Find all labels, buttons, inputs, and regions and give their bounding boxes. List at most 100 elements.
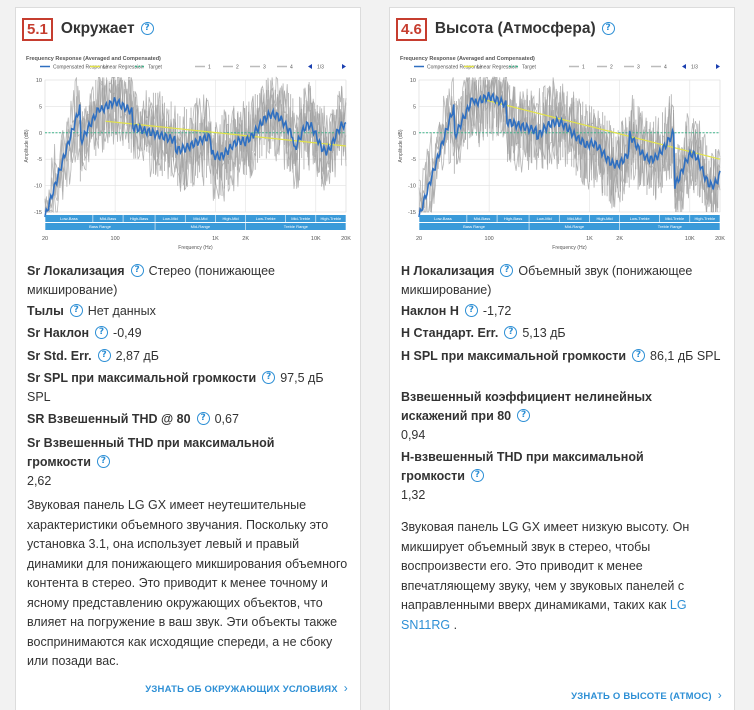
band-cell: [93, 215, 123, 222]
y-tick-label: -5: [411, 157, 416, 163]
field-value: 1,32: [401, 488, 426, 502]
help-icon[interactable]: ?: [262, 371, 276, 385]
band-cell: [45, 223, 155, 230]
band-label: Mid-Range: [565, 224, 585, 229]
x-tick-label: 10K: [685, 236, 695, 242]
band-label: Mid-Mid: [567, 216, 581, 221]
band-cell: [285, 215, 316, 222]
band-label: High-Treble: [695, 216, 717, 221]
score-badge: 5.1: [22, 17, 53, 41]
description-end: .: [453, 617, 458, 632]
pager-next-icon: [716, 64, 720, 69]
legend-item: Linear Regression: [103, 65, 144, 71]
help-icon[interactable]: ?: [196, 412, 210, 426]
band-cell: [419, 223, 529, 230]
y-tick-label: 10: [410, 78, 416, 84]
field-row: Н SPL при максимальной громкости? 86,1 дБ…: [401, 347, 721, 366]
help-icon[interactable]: ?: [69, 304, 83, 318]
field-label: Н-взвешенный THD при максимальной громко…: [401, 450, 644, 483]
field-value: -1,72: [482, 304, 512, 318]
band-label: Mid-Bass: [100, 216, 117, 221]
field-row: Тылы? Нет данных: [27, 302, 347, 321]
legend-pager: 1/3: [317, 65, 324, 71]
x-tick-label: 100: [485, 236, 494, 242]
band-cell: [690, 215, 720, 222]
band-label: High-Bass: [504, 216, 522, 221]
help-icon[interactable]: ?: [96, 455, 110, 469]
x-tick-label: 2K: [616, 236, 623, 242]
field-value: 5,13 дБ: [522, 326, 566, 340]
x-tick-label: 20: [42, 236, 48, 242]
compensated-response-line: [44, 97, 347, 218]
legend-item: 3: [637, 65, 640, 71]
learn-more-link[interactable]: Узнать об окружающих условиях ›: [145, 681, 348, 695]
chart-svg: Frequency Response (Averaged and Compens…: [24, 56, 351, 251]
band-label: Low-Mid: [537, 216, 552, 221]
band-cell: [185, 215, 216, 222]
score-badge: 4.6: [396, 17, 427, 41]
field-label: Наклон Н: [401, 304, 459, 318]
help-icon[interactable]: ?: [517, 409, 531, 423]
band-cell: [245, 223, 346, 230]
help-icon[interactable]: ?: [632, 349, 646, 363]
band-label: High-Treble: [321, 216, 343, 221]
legend-item: Target: [522, 65, 537, 71]
field-value: 86,1 дБ SPL: [650, 349, 721, 363]
help-icon[interactable]: ?: [140, 21, 154, 35]
field-label: Sr Наклон: [27, 326, 90, 340]
learn-more-link[interactable]: Узнать о высоте (Атмос) ›: [571, 688, 722, 702]
y-tick-label: -15: [34, 210, 42, 216]
band-label: Low-Bass: [434, 216, 452, 221]
help-icon[interactable]: ?: [97, 349, 111, 363]
chevron-right-icon: ›: [717, 688, 722, 702]
x-tick-label: 1K: [586, 236, 593, 242]
chevron-right-icon: ›: [343, 681, 348, 695]
help-icon[interactable]: ?: [504, 326, 518, 340]
measurement-trace: [45, 77, 347, 213]
legend-item: 2: [610, 65, 613, 71]
band-label: Treble Range: [658, 224, 683, 229]
frequency-response-chart: Frequency Response (Averaged and Compens…: [394, 52, 728, 252]
band-label: High-Mid: [597, 216, 613, 221]
help-icon[interactable]: ?: [470, 469, 484, 483]
band-label: Mid-Bass: [474, 216, 491, 221]
field-row: SR Взвешенный THD @ 80? 0,67: [27, 410, 347, 429]
learn-more-label: Узнать об окружающих условиях: [145, 684, 338, 695]
help-icon[interactable]: ?: [95, 326, 109, 340]
band-label: Low-Bass: [60, 216, 78, 221]
field-row: Sr Std. Err.? 2,87 дБ: [27, 347, 347, 366]
band-label: Mid-Mid: [193, 216, 207, 221]
legend-pager: 1/3: [691, 65, 698, 71]
regression-line: [479, 97, 721, 160]
legend-item: Linear Regression: [477, 65, 518, 71]
legend-item: 1: [208, 65, 211, 71]
field-label: Тылы: [27, 304, 64, 318]
card-title: Высота (Атмосфера): [434, 20, 596, 37]
field-value: Стерео (понижающее микширование): [27, 264, 275, 297]
band-cell: [467, 215, 497, 222]
help-icon[interactable]: ?: [130, 264, 144, 278]
band-label: Low-Treble: [630, 216, 651, 221]
compensated-response-line: [418, 91, 721, 218]
measurement-trace: [418, 77, 721, 213]
y-tick-label: 5: [413, 104, 416, 110]
help-icon[interactable]: ?: [464, 304, 478, 318]
y-tick-label: 0: [413, 131, 416, 137]
field-row: Наклон Н? -1,72: [401, 302, 721, 321]
y-tick-label: 5: [39, 104, 42, 110]
y-tick-label: -15: [408, 210, 416, 216]
field-label: Взвешенный коэффициент нелинейных искаже…: [401, 390, 652, 423]
band-label: Bass Range: [463, 224, 486, 229]
product-link[interactable]: LG SN11RG: [401, 598, 687, 632]
field-label: Н Стандарт. Err.: [401, 326, 499, 340]
band-cell: [215, 215, 246, 222]
field-row: Sr SPL при максимальной громкости? 97,5 д…: [27, 369, 347, 407]
field-row: Взвешенный коэффициент нелинейных искаже…: [401, 388, 711, 445]
band-label: High-Mid: [223, 216, 239, 221]
band-cell: [559, 215, 590, 222]
band-label: Low-Treble: [256, 216, 277, 221]
help-icon[interactable]: ?: [601, 21, 615, 35]
help-icon[interactable]: ?: [500, 264, 514, 278]
legend-item: Compensated Response: [427, 65, 482, 71]
band-cell: [155, 223, 246, 230]
